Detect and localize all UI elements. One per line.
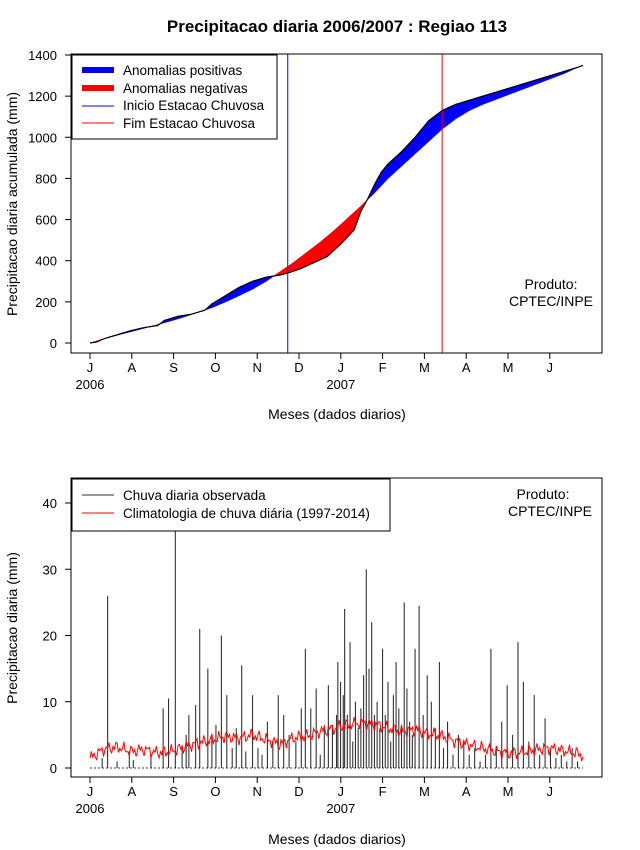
product-label: Produto: [517, 486, 570, 502]
product-source: CPTEC/INPE [508, 503, 592, 519]
plot-frame [70, 53, 603, 354]
legend-end-label: Fim Estacao Chuvosa [123, 116, 256, 131]
product-label: Produto: [525, 276, 578, 292]
y-tick-label: 40 [43, 496, 57, 511]
y-axis-label: Precipitacao diaria acumulada (mm) [4, 92, 20, 316]
x-axis-label: Meses (dados diarios) [268, 406, 406, 422]
x-tick-label: J [87, 360, 94, 375]
daily-precipitation-chart: 0 10 20 30 40 J A S O N D J F M A M J 2006 2007 Meses (da… [4, 477, 603, 847]
x-tick-label: D [294, 784, 303, 799]
x-tick-label: M [503, 784, 514, 799]
x-tick-label: M [419, 360, 430, 375]
y-tick-label: 30 [43, 562, 57, 577]
x-tick-label: A [462, 360, 471, 375]
x-tick-label: A [462, 784, 471, 799]
legend: Anomalias positivas Anomalias negativas … [71, 54, 278, 140]
legend-box [71, 478, 391, 532]
y-axis: 0 10 20 30 40 [43, 496, 71, 776]
climatology-daily-line [89, 716, 584, 762]
x-tick-label: J [547, 360, 554, 375]
y-tick-label: 800 [35, 171, 57, 186]
plot-frame [70, 477, 603, 778]
chart-title: Precipitacao diaria 2006/2007 : Regiao 1… [167, 17, 507, 36]
x-tick-label: O [210, 360, 220, 375]
year-label: 2007 [326, 801, 355, 816]
x-tick-label: F [379, 784, 387, 799]
year-label: 2007 [326, 377, 355, 392]
legend-climatology-label: Climatologia de chuva diária (1997-2014) [123, 506, 370, 521]
observed-cumulative-line [89, 64, 584, 344]
x-axis-label: Meses (dados diarios) [268, 831, 406, 847]
legend: Chuva diaria observada Climatologia de c… [71, 478, 391, 532]
y-tick-label: 0 [50, 761, 57, 776]
x-tick-label: J [338, 360, 345, 375]
x-tick-label: D [294, 360, 303, 375]
legend-positive-label: Anomalias positivas [123, 63, 243, 78]
y-tick-label: 20 [43, 629, 57, 644]
y-tick-label: 400 [35, 254, 57, 269]
y-tick-label: 1400 [28, 48, 57, 63]
y-tick-label: 1200 [28, 89, 57, 104]
y-tick-label: 200 [35, 295, 57, 310]
x-tick-label: A [127, 784, 136, 799]
x-tick-label: M [419, 784, 430, 799]
x-tick-label: J [338, 784, 345, 799]
observed-daily-bars [101, 529, 579, 768]
y-axis: 0 200 400 600 800 1000 1200 1400 [28, 48, 71, 351]
legend-start-label: Inicio Estacao Chuvosa [123, 98, 265, 113]
y-tick-label: 10 [43, 695, 57, 710]
x-tick-label: N [253, 360, 262, 375]
x-axis: J A S O N D J F M A M J 2006 2007 [76, 353, 554, 392]
legend-observed-label: Chuva diaria observada [123, 488, 266, 503]
x-tick-label: J [547, 784, 554, 799]
product-source: CPTEC/INPE [509, 293, 593, 309]
year-label: 2006 [76, 377, 105, 392]
x-axis: J A S O N D J F M A M J 2006 2007 [76, 777, 554, 816]
y-tick-label: 1000 [28, 130, 57, 145]
x-tick-label: O [210, 784, 220, 799]
y-tick-label: 0 [50, 336, 57, 351]
x-tick-label: A [127, 360, 136, 375]
legend-negative-label: Anomalias negativas [123, 81, 248, 96]
x-tick-label: N [253, 784, 262, 799]
year-label: 2006 [76, 801, 105, 816]
x-tick-label: S [169, 360, 178, 375]
x-tick-label: F [379, 360, 387, 375]
x-tick-label: M [503, 360, 514, 375]
y-axis-label: Precipitacao diaria (mm) [4, 552, 20, 704]
cumulative-precipitation-chart: Precipitacao diaria 2006/2007 : Regiao 1… [4, 17, 603, 422]
y-tick-label: 600 [35, 213, 57, 228]
x-tick-label: J [87, 784, 94, 799]
x-tick-label: S [169, 784, 178, 799]
